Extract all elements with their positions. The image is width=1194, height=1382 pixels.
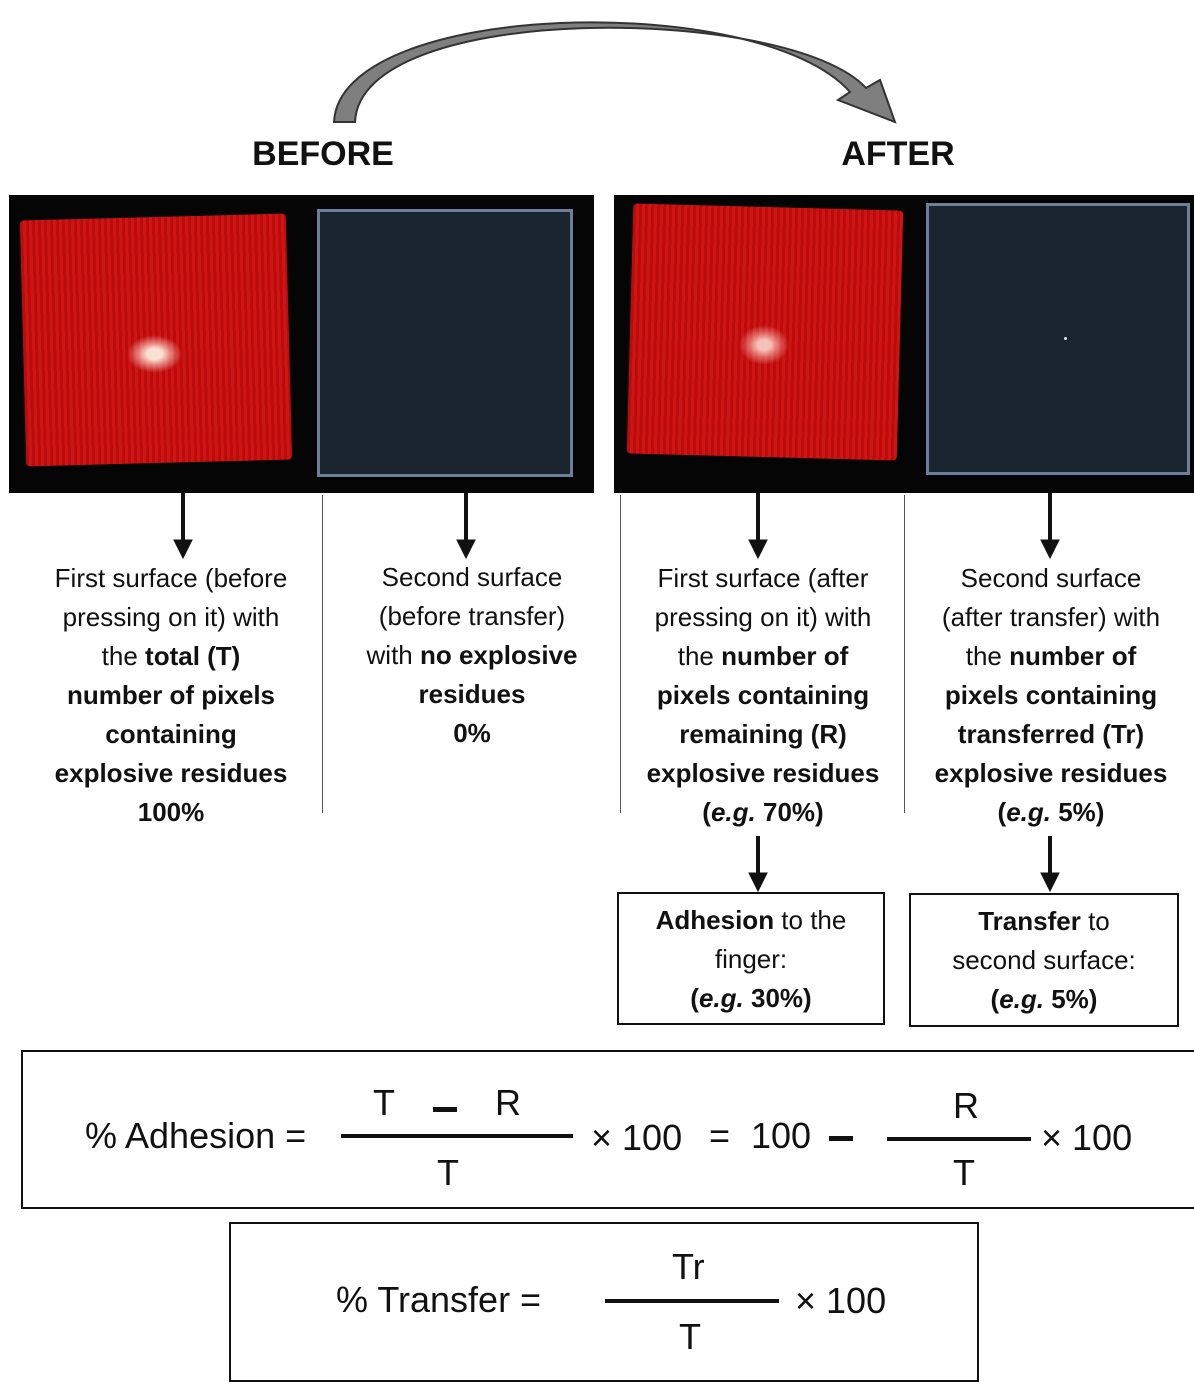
desc-after-second: Second surface (after transfer) with the… xyxy=(910,559,1192,832)
fraction-line xyxy=(341,1134,573,1138)
transfer-denominator-t: T xyxy=(679,1316,701,1357)
adhesion-numerator-t: T xyxy=(373,1082,395,1123)
separator-before xyxy=(322,495,323,813)
before-to-after-arrow xyxy=(332,21,897,124)
text-bold: 30%) xyxy=(743,983,812,1013)
text-bold: transferred (Tr) xyxy=(957,719,1145,749)
text-line: Second surface xyxy=(960,563,1142,593)
text-line: the number of xyxy=(626,637,900,676)
example-value: (e.g. 70%) xyxy=(626,793,900,832)
text-line: Second surface xyxy=(381,562,563,592)
text-bold: number of xyxy=(1009,641,1137,671)
desc-before-second: Second surface (before transfer) with no… xyxy=(330,558,614,753)
text-line: the number of xyxy=(910,637,1192,676)
desc-after-first: First surface (after pressing on it) wit… xyxy=(626,559,900,832)
text-bold: residues xyxy=(418,679,526,709)
adhesion-formula-box: % Adhesion = T R T × 100 = 100 R T × 100 xyxy=(21,1050,1194,1209)
dark-surface-after xyxy=(926,203,1190,475)
text-line: Adhesion to the xyxy=(619,901,883,940)
heading-before: BEFORE xyxy=(252,135,394,173)
text-line: First surface (after xyxy=(657,563,869,593)
text-span: the xyxy=(677,641,722,671)
text-bold: 70%) xyxy=(755,797,824,827)
text-bold: containing xyxy=(105,719,237,749)
dark-surface-before xyxy=(317,209,573,477)
text-span: the xyxy=(965,641,1010,671)
adhesion-numerator-r2: R xyxy=(953,1085,979,1126)
text-italic: e.g. xyxy=(1006,797,1051,827)
adhesion-box: Adhesion to the finger: (e.g. 30%) xyxy=(617,892,885,1025)
text-bold: explosive residues xyxy=(934,758,1168,788)
text-bold: number of pixels xyxy=(66,680,276,710)
transfer-lhs: % Transfer = xyxy=(336,1279,542,1320)
text-bold: ( xyxy=(702,797,711,827)
transferred-residue-dot xyxy=(1064,337,1067,340)
adhesion-hundred: 100 xyxy=(751,1115,812,1156)
text-bold: 5%) xyxy=(1044,984,1098,1014)
text-bold: remaining (R) xyxy=(679,719,847,749)
fraction-line-transfer xyxy=(605,1299,779,1303)
residue-cluster-before xyxy=(127,335,182,373)
text-bold: ( xyxy=(997,797,1007,827)
adhesion-numerator-r: R xyxy=(495,1082,521,1123)
adhesion-times-100-2: × 100 xyxy=(1041,1117,1133,1158)
text-line: First surface (before xyxy=(54,563,288,593)
value-0-percent: 0% xyxy=(453,718,491,748)
fraction-line-2 xyxy=(887,1137,1031,1141)
text-bold: explosive residues xyxy=(646,758,880,788)
heading-after: AFTER xyxy=(841,135,955,173)
text-italic: e.g. xyxy=(999,984,1044,1014)
photo-after xyxy=(614,195,1194,493)
text-bold: 5%) xyxy=(1051,797,1105,827)
adhesion-denominator-t2: T xyxy=(953,1152,975,1193)
text-bold: number of xyxy=(721,641,849,671)
transfer-formula-box: % Transfer = Tr T × 100 xyxy=(229,1222,979,1382)
text-line: second surface: xyxy=(952,945,1136,975)
adhesion-denominator-t: T xyxy=(437,1152,459,1193)
text-line: the total (T) xyxy=(26,637,316,676)
text-line: Transfer to xyxy=(911,902,1177,941)
text-line: finger: xyxy=(714,944,788,974)
transfer-times-100: × 100 xyxy=(795,1280,887,1321)
text-bold: no explosive xyxy=(419,640,578,670)
text-span: with xyxy=(366,640,420,670)
example-value: (e.g. 30%) xyxy=(619,979,883,1018)
text-span: to the xyxy=(774,905,847,935)
text-bold: explosive residues xyxy=(54,758,288,788)
text-bold: total (T) xyxy=(145,641,241,671)
text-span: to xyxy=(1080,906,1110,936)
text-bold: pixels containing xyxy=(944,680,1158,710)
residue-cluster-after xyxy=(739,325,789,365)
example-value: (e.g. 5%) xyxy=(911,980,1177,1019)
equals-sign: = xyxy=(709,1115,731,1156)
text-line: with no explosive xyxy=(330,636,614,675)
text-bold: ( xyxy=(990,984,1000,1014)
desc-before-first: First surface (before pressing on it) wi… xyxy=(26,559,316,832)
text-bold: Transfer xyxy=(978,906,1081,936)
text-line: pressing on it) with xyxy=(62,602,280,632)
text-bold: pixels containing xyxy=(656,680,870,710)
example-value: (e.g. 5%) xyxy=(910,793,1192,832)
separator-after-left xyxy=(620,495,621,813)
value-100-percent: 100% xyxy=(137,797,205,827)
text-bold: ( xyxy=(690,983,699,1013)
transfer-box: Transfer to second surface: (e.g. 5%) xyxy=(909,893,1179,1027)
text-line: (after transfer) with xyxy=(941,602,1161,632)
photo-before xyxy=(9,195,594,493)
transfer-numerator-tr: Tr xyxy=(672,1246,705,1287)
minus-sign-2 xyxy=(829,1136,853,1141)
text-line: (before transfer) xyxy=(378,601,566,631)
minus-sign xyxy=(433,1107,457,1112)
text-italic: e.g. xyxy=(698,983,744,1013)
text-italic: e.g. xyxy=(710,797,756,827)
separator-after-mid xyxy=(904,495,905,813)
text-span: the xyxy=(101,641,146,671)
text-line: pressing on it) with xyxy=(654,602,872,632)
adhesion-lhs: % Adhesion = xyxy=(85,1115,307,1156)
text-bold: Adhesion xyxy=(655,905,775,935)
adhesion-times-100: × 100 xyxy=(591,1117,683,1158)
